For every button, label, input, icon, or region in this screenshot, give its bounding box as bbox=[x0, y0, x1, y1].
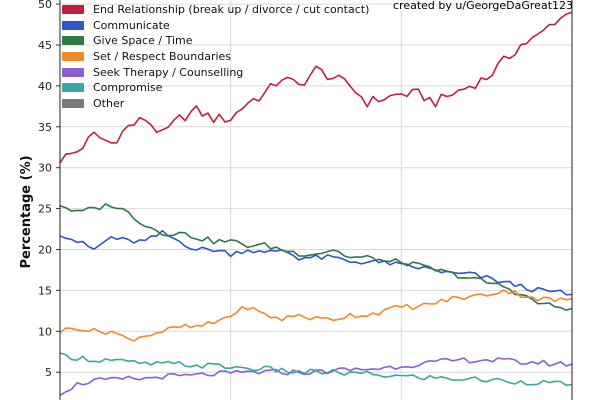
legend-swatch bbox=[62, 36, 84, 46]
y-tick-label: 15 bbox=[38, 284, 52, 297]
y-tick-label: 50 bbox=[38, 0, 52, 11]
legend: End Relationship (break up / divorce / c… bbox=[62, 2, 369, 111]
legend-label: Communicate bbox=[93, 18, 170, 32]
series-line-1 bbox=[59, 229, 573, 296]
y-tick-label: 45 bbox=[38, 39, 52, 52]
series-line-2 bbox=[59, 203, 573, 312]
legend-label: Set / Respect Boundaries bbox=[93, 50, 232, 64]
legend-swatch bbox=[62, 83, 84, 93]
legend-item: End Relationship (break up / divorce / c… bbox=[62, 2, 369, 18]
credit-text: created by u/GeorgeDaGreat123 bbox=[393, 0, 573, 12]
y-tick-label: 20 bbox=[38, 243, 52, 256]
series-line-5 bbox=[59, 352, 573, 387]
series-lines bbox=[59, 11, 573, 396]
legend-swatch bbox=[62, 98, 84, 108]
y-axis-label: Percentage (%) bbox=[19, 155, 34, 268]
legend-item: Compromise bbox=[62, 80, 369, 96]
y-tick-label: 30 bbox=[38, 162, 52, 175]
legend-label: End Relationship (break up / divorce / c… bbox=[93, 3, 370, 17]
axes: 5 10 15 20 25 30 35 40 45 50 Percentage (%) bbox=[19, 0, 573, 400]
legend-swatch bbox=[62, 20, 84, 30]
y-tick-label: 25 bbox=[38, 203, 52, 216]
legend-label: Seek Therapy / Counselling bbox=[93, 65, 244, 79]
legend-item: Communicate bbox=[62, 18, 369, 34]
y-tick-label: 10 bbox=[38, 325, 52, 338]
legend-swatch bbox=[62, 52, 84, 62]
y-tick-label: 5 bbox=[45, 366, 52, 379]
series-line-3 bbox=[59, 289, 573, 342]
legend-item: Seek Therapy / Counselling bbox=[62, 64, 369, 80]
legend-swatch bbox=[62, 5, 84, 15]
legend-item: Other bbox=[62, 96, 369, 112]
legend-label: Compromise bbox=[93, 81, 163, 95]
legend-label: Give Space / Time bbox=[93, 34, 193, 48]
y-tick-label: 40 bbox=[38, 80, 52, 93]
legend-item: Give Space / Time bbox=[62, 33, 369, 49]
series-line-0 bbox=[59, 11, 573, 164]
legend-label: Other bbox=[93, 96, 125, 110]
y-tick-label: 35 bbox=[38, 121, 52, 134]
legend-item: Set / Respect Boundaries bbox=[62, 49, 369, 65]
legend-swatch bbox=[62, 67, 84, 77]
